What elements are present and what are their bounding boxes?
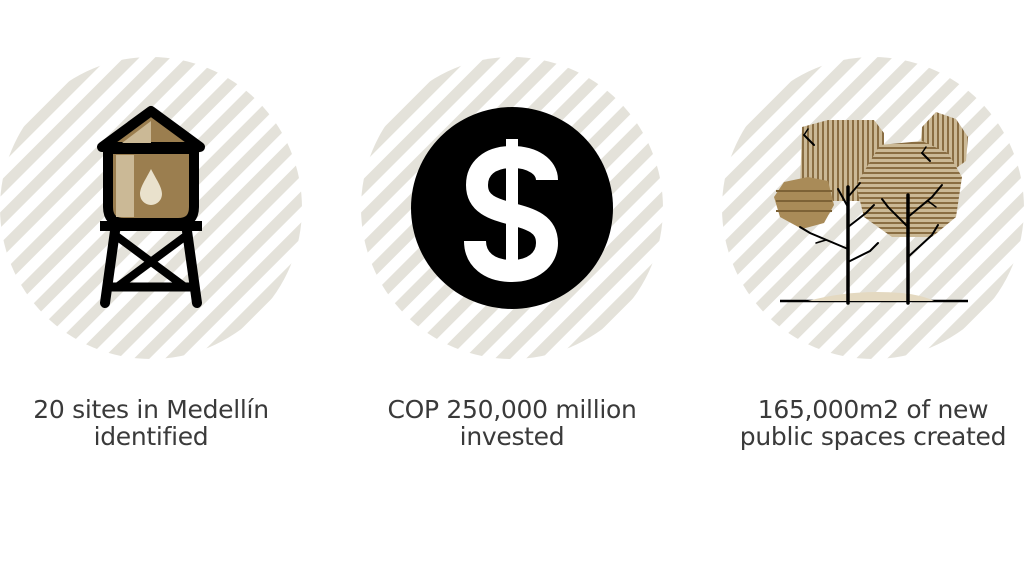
public-space-caption-line1: 165,000m2 of new	[757, 395, 989, 424]
sites-badge	[0, 57, 302, 359]
dollar-coin-icon	[411, 107, 613, 309]
stat-sites: 20 sites in Medellín identified	[0, 0, 321, 576]
investment-badge	[361, 57, 663, 359]
stat-public-space: 165,000m2 of new public spaces created	[703, 0, 1024, 576]
sites-caption: 20 sites in Medellín identified	[0, 396, 321, 450]
sites-caption-line2: identified	[93, 422, 209, 451]
investment-caption-line1: COP 250,000 million	[387, 395, 637, 424]
public-space-caption: 165,000m2 of new public spaces created	[703, 396, 1024, 450]
investment-caption-line2: invested	[459, 422, 565, 451]
public-space-badge	[722, 57, 1024, 359]
investment-caption: COP 250,000 million invested	[342, 396, 682, 450]
stat-investment: COP 250,000 million invested	[342, 0, 682, 576]
trees-icon	[774, 112, 968, 305]
water-tower-icon	[97, 106, 205, 308]
sites-caption-line1: 20 sites in Medellín	[33, 395, 269, 424]
public-space-caption-line2: public spaces created	[739, 422, 1007, 451]
